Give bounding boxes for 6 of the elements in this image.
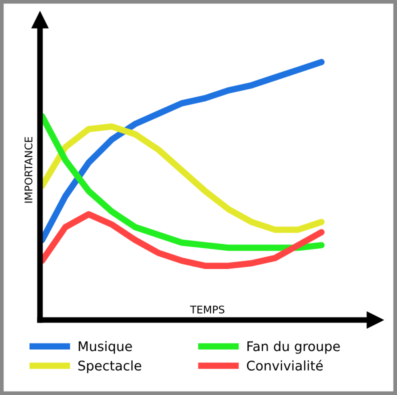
- legend-label: Fan du groupe: [247, 341, 340, 354]
- legend-label: Convivialité: [246, 360, 323, 371]
- x-axis-title: TEMPS: [190, 306, 224, 314]
- legend-label: Spectacle: [78, 360, 142, 374]
- legend-label: Musique: [78, 341, 132, 354]
- y-axis-title: IMPORTANCE: [24, 136, 32, 203]
